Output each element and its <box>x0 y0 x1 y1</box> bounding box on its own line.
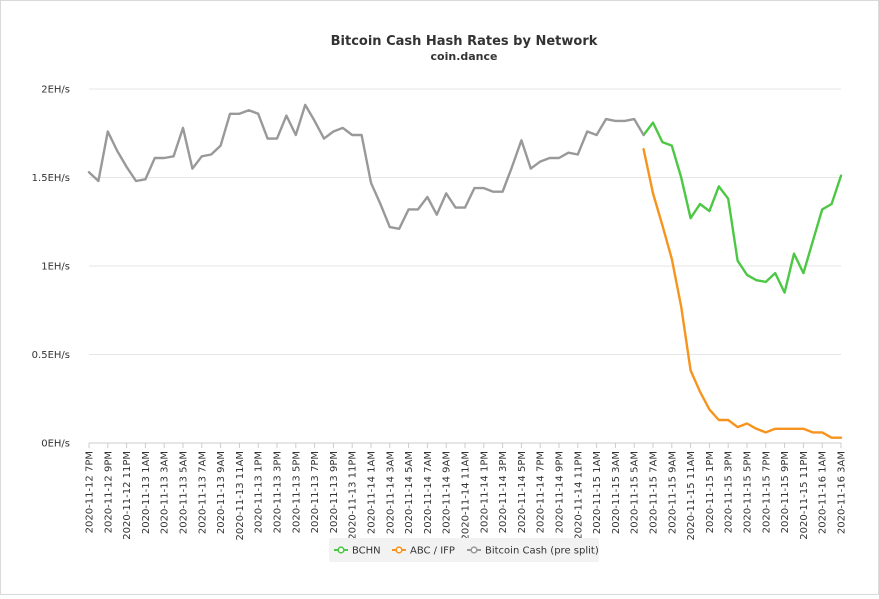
x-tick-label: 2020-11-13 3AM <box>160 451 171 534</box>
x-tick-label: 2020-11-14 11PM <box>573 451 584 540</box>
x-tick-label: 2020-11-14 3AM <box>385 451 396 534</box>
legend-item[interactable]: Bitcoin Cash (pre split) <box>467 546 599 557</box>
chart-subtitle: coin.dance <box>431 50 498 63</box>
x-tick-label: 2020-11-15 3PM <box>724 451 735 533</box>
x-tick-label: 2020-11-13 3PM <box>273 451 284 533</box>
x-tick-label: 2020-11-13 5AM <box>179 451 190 534</box>
legend-item[interactable]: ABC / IFP <box>392 546 455 557</box>
y-tick-label: 0.5EH/s <box>32 350 70 361</box>
legend-item[interactable]: BCHN <box>334 546 381 557</box>
x-tick-label: 2020-11-12 7PM <box>85 451 96 533</box>
x-tick-label: 2020-11-12 9PM <box>103 451 114 533</box>
legend-box <box>329 538 599 562</box>
x-tick-label: 2020-11-14 1PM <box>479 451 490 533</box>
x-tick-label: 2020-11-15 5AM <box>630 451 641 534</box>
series-lines <box>87 103 843 439</box>
x-tick-label: 2020-11-14 9PM <box>555 451 566 533</box>
y-axis-ticks: 0EH/s 0.5EH/s 1EH/s 1.5EH/s 2EH/s <box>32 85 70 450</box>
x-tick-label: 2020-11-13 9AM <box>216 451 227 534</box>
y-tick-label: 0EH/s <box>41 439 70 450</box>
x-tick-label: 2020-11-15 9PM <box>780 451 791 533</box>
x-tick-label: 2020-11-13 1PM <box>254 451 265 533</box>
legend[interactable]: BCHN ABC / IFP Bitcoin Cash (pre split) <box>329 538 599 562</box>
x-tick-label: 2020-11-13 1AM <box>141 451 152 534</box>
x-tick-label: 2020-11-15 1PM <box>705 451 716 533</box>
x-tick-label: 2020-11-13 5PM <box>291 451 302 533</box>
x-tick-label: 2020-11-14 7PM <box>536 451 547 533</box>
x-tick-label: 2020-11-15 3AM <box>611 451 622 534</box>
legend-marker-icon <box>395 546 403 554</box>
x-tick-label: 2020-11-14 5AM <box>404 451 415 534</box>
legend-marker-icon <box>470 546 478 554</box>
legend-label: ABC / IFP <box>410 546 455 557</box>
y-tick-label: 2EH/s <box>41 85 70 96</box>
x-tick-label: 2020-11-13 11AM <box>235 451 246 541</box>
x-tick-label: 2020-11-15 11AM <box>686 451 697 541</box>
legend-label: Bitcoin Cash (pre split) <box>485 546 599 557</box>
x-tick-label: 2020-11-14 5PM <box>517 451 528 533</box>
series-line-0 <box>642 121 843 294</box>
x-tick-label: 2020-11-14 11AM <box>461 451 472 541</box>
series-line-2 <box>87 103 645 230</box>
legend-marker-icon <box>337 546 345 554</box>
x-tick-label: 2020-11-15 9AM <box>667 451 678 534</box>
x-tick-label: 2020-11-14 7AM <box>423 451 434 534</box>
legend-label: BCHN <box>352 546 381 557</box>
y-tick-label: 1EH/s <box>41 262 70 273</box>
x-tick-label: 2020-11-13 7PM <box>310 451 321 533</box>
x-axis-ticks: 2020-11-12 7PM 2020-11-12 9PM 2020-11-12 1… <box>85 443 848 541</box>
chart-title: Bitcoin Cash Hash Rates by Network <box>331 34 598 49</box>
x-tick-label: 2020-11-14 3PM <box>498 451 509 533</box>
x-tick-label: 2020-11-15 5PM <box>743 451 754 533</box>
x-tick-label: 2020-11-15 7AM <box>649 451 660 534</box>
y-tick-label: 1.5EH/s <box>32 173 70 184</box>
x-tick-label: 2020-11-14 1AM <box>367 451 378 534</box>
x-tick-label: 2020-11-15 1AM <box>592 451 603 534</box>
x-tick-label: 2020-11-15 7PM <box>761 451 772 533</box>
x-tick-label: 2020-11-13 7AM <box>197 451 208 534</box>
grid-lines <box>89 88 841 444</box>
x-tick-label: 2020-11-13 9PM <box>329 451 340 533</box>
x-tick-label: 2020-11-13 11PM <box>348 451 359 540</box>
x-tick-label: 2020-11-16 3AM <box>837 451 848 534</box>
x-tick-label: 2020-11-16 1AM <box>818 451 829 534</box>
series-line-1 <box>642 148 843 439</box>
x-tick-label: 2020-11-15 11PM <box>799 451 810 540</box>
x-tick-label: 2020-11-12 11PM <box>122 451 133 540</box>
x-tick-label: 2020-11-14 9AM <box>442 451 453 534</box>
